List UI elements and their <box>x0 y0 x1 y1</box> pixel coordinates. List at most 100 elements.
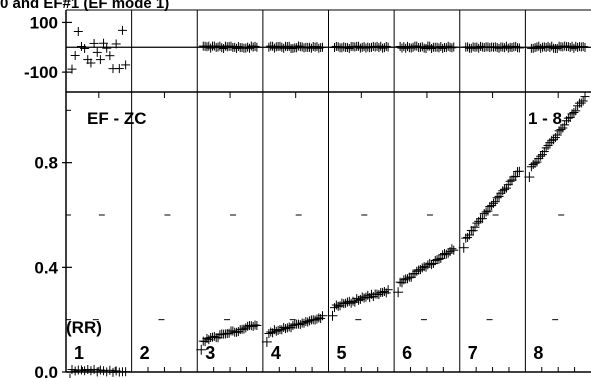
data-point <box>472 218 482 228</box>
data-point <box>479 209 489 219</box>
data-point <box>250 320 260 330</box>
data-point <box>530 158 540 168</box>
data-point <box>569 108 579 118</box>
data-point <box>539 147 549 157</box>
residual-mark <box>534 41 544 51</box>
residual-mark <box>293 41 303 51</box>
data-point <box>410 269 420 279</box>
data-point <box>436 253 446 263</box>
residual-mark <box>503 43 513 53</box>
data-point <box>536 151 546 161</box>
data-point <box>481 207 491 217</box>
panel-label-right: 1 - 8 <box>528 109 562 128</box>
data-point <box>477 214 487 224</box>
bottom-ytick-label: 0.0 <box>34 363 58 378</box>
data-point <box>271 326 281 336</box>
data-point <box>578 96 588 106</box>
residual-mark <box>70 51 80 61</box>
segment-label: 1 <box>74 343 84 363</box>
residual-mark <box>80 43 90 53</box>
residual-mark <box>284 41 294 51</box>
residual-mark <box>474 43 484 53</box>
data-point <box>438 250 448 260</box>
data-point <box>284 322 294 332</box>
segment-label: 5 <box>337 343 347 363</box>
data-point <box>464 230 474 240</box>
residual-mark <box>269 43 279 53</box>
data-point <box>419 262 429 272</box>
segment-label: 4 <box>271 343 281 363</box>
data-point <box>288 321 298 331</box>
data-point <box>348 296 358 306</box>
data-point <box>350 297 360 307</box>
data-point <box>303 317 313 327</box>
data-point <box>487 200 497 210</box>
data-point <box>204 335 214 345</box>
data-point <box>441 249 451 259</box>
data-point <box>514 166 524 176</box>
residual-mark <box>511 41 521 51</box>
residual-mark <box>114 64 124 74</box>
residual-mark <box>288 43 298 53</box>
residual-mark <box>117 25 127 35</box>
segment-label: 6 <box>402 343 412 363</box>
data-point <box>261 336 272 347</box>
data-point <box>496 188 506 198</box>
residual-mark <box>233 41 243 51</box>
data-point <box>560 120 570 130</box>
residual-mark <box>536 43 546 53</box>
plot-frame <box>65 9 591 373</box>
data-point <box>266 327 276 337</box>
residual-mark <box>412 41 422 51</box>
data-point <box>412 266 422 276</box>
data-point <box>330 303 339 313</box>
data-point <box>463 232 473 242</box>
data-point <box>228 326 238 336</box>
data-point <box>233 327 243 337</box>
bottom-panel-points <box>67 92 590 378</box>
data-point <box>286 323 296 333</box>
data-point <box>395 277 405 287</box>
data-point <box>314 313 324 323</box>
data-point <box>378 287 388 297</box>
residual-mark <box>552 43 562 53</box>
data-point <box>299 318 309 328</box>
data-point <box>458 242 469 253</box>
data-point <box>511 172 521 182</box>
segment-label: 7 <box>468 343 478 363</box>
data-point <box>488 198 498 208</box>
residual-mark <box>425 41 435 51</box>
bottom-ytick-label: 0.4 <box>34 258 58 277</box>
data-point <box>399 275 409 285</box>
panel-label-left: EF - ZC <box>87 109 147 128</box>
data-point <box>443 248 453 258</box>
data-point <box>549 135 559 145</box>
data-point <box>383 285 393 295</box>
data-point <box>312 314 322 324</box>
data-point <box>252 321 262 331</box>
residual-mark <box>443 41 453 51</box>
data-point <box>295 320 305 330</box>
data-point <box>534 153 544 163</box>
chart-title: 0 and EF#1 (EF mode 1) <box>0 0 169 12</box>
residual-mark <box>476 41 486 51</box>
data-point <box>318 311 327 321</box>
residual-mark <box>381 41 391 51</box>
data-point <box>528 160 538 170</box>
data-point <box>277 325 287 335</box>
data-point <box>552 130 562 140</box>
residual-mark <box>73 27 83 37</box>
data-point <box>352 294 362 304</box>
residual-mark <box>102 43 112 53</box>
data-point <box>264 329 274 339</box>
data-point <box>273 325 283 335</box>
data-point <box>532 157 542 167</box>
segment-label: 2 <box>140 343 150 363</box>
data-point <box>427 260 437 270</box>
data-point <box>403 274 413 284</box>
data-point <box>563 113 573 123</box>
data-point <box>447 244 457 254</box>
segment-label: 3 <box>205 343 215 363</box>
data-point <box>363 290 373 300</box>
